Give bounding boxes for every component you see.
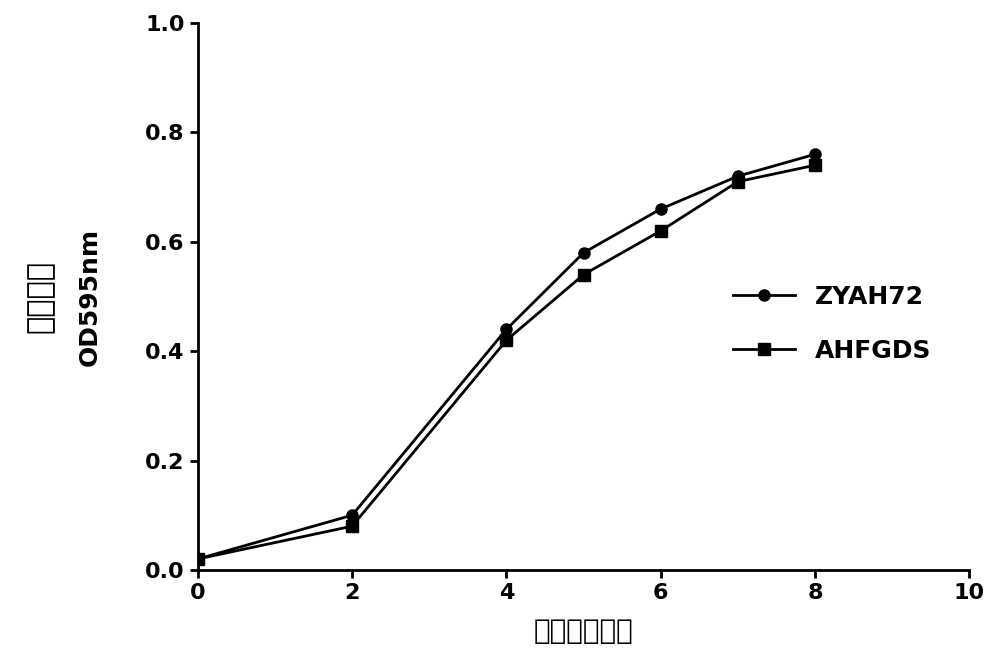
Text: OD595nm: OD595nm [78,228,102,366]
ZYAH72 [732,172,744,180]
X-axis label: 时间（小时）: 时间（小时） [534,617,634,645]
ZYAH72 [655,205,667,213]
Line: ZYAH72: ZYAH72 [192,148,821,564]
AHFGDS [732,178,744,185]
ZYAH72 [192,555,204,563]
AHFGDS [809,161,821,169]
AHFGDS [578,271,590,279]
Legend: ZYAH72, AHFGDS: ZYAH72, AHFGDS [723,275,942,373]
ZYAH72 [346,512,358,519]
AHFGDS [346,522,358,530]
AHFGDS [192,555,204,563]
ZYAH72 [500,325,512,333]
ZYAH72 [578,249,590,257]
AHFGDS [655,227,667,235]
Line: AHFGDS: AHFGDS [192,160,821,564]
Text: 生长曲线: 生长曲线 [26,261,54,333]
ZYAH72 [809,150,821,158]
AHFGDS [500,336,512,344]
